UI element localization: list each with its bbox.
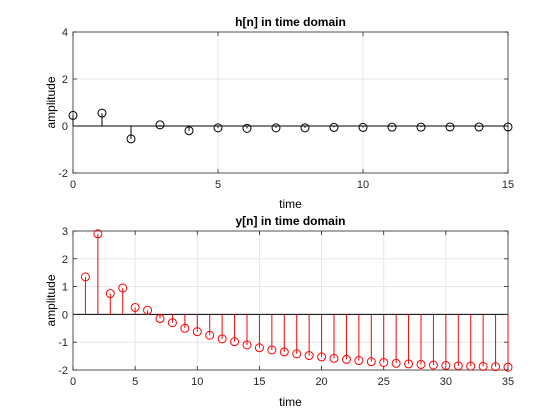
plot-h-stem-marker — [300, 123, 310, 133]
plot-y-xtick-label: 0 — [70, 376, 76, 388]
plot-y-stem: y[n] in time domain time amplitude 0 5 10 1… — [44, 214, 514, 409]
plot-y-stem-marker — [254, 343, 264, 353]
plot-h-ytick-label: 4 — [62, 27, 68, 39]
plot-y-stem-marker — [416, 359, 426, 369]
plot-y-stem-marker — [167, 318, 177, 328]
plot-h-stem-marker — [445, 122, 455, 132]
plot-y-ytick-label: -2 — [58, 365, 68, 377]
plot-y-stem-marker — [317, 352, 327, 362]
plot-h-xlabel: time — [279, 197, 302, 211]
plot-y-stem-marker — [80, 272, 90, 282]
plot-y-stem-marker — [391, 358, 401, 368]
plot-y-ytick-label: 3 — [62, 226, 68, 238]
plot-h-stem-marker — [474, 122, 484, 132]
plot-y-stem-marker — [292, 349, 302, 359]
plot-y-ytick-label: 2 — [62, 254, 68, 266]
plot-h-stem-marker — [271, 123, 281, 133]
plot-y-stem-marker — [428, 360, 438, 370]
plot-y-stem-marker — [279, 347, 289, 357]
plot-y-stem-marker — [341, 354, 351, 364]
plot-h-axes-frame — [72, 31, 509, 174]
plot-y-xtick-label: 30 — [440, 376, 452, 388]
plot-y-title: y[n] in time domain — [235, 214, 345, 228]
plot-y-ytick-label: 0 — [62, 309, 68, 321]
plot-y-stem-marker — [242, 340, 252, 350]
plot-y-ytick-label: -1 — [58, 337, 68, 349]
plot-h-stem-marker — [387, 122, 397, 132]
plot-h-stem-marker — [416, 122, 426, 132]
plot-h-title: h[n] in time domain — [235, 15, 346, 29]
plot-y-stem-marker — [130, 302, 140, 312]
plot-y-stem-marker — [379, 357, 389, 367]
plot-y-ytick-label: 1 — [62, 282, 68, 294]
plot-h-ytick-label: -2 — [58, 168, 68, 180]
plot-h-stem-marker — [126, 134, 136, 144]
plot-y-stem-marker — [93, 229, 103, 239]
plot-h-xtick-label: 0 — [70, 179, 76, 191]
plot-y-stem-marker — [180, 323, 190, 333]
plot-h-stem-marker — [242, 123, 252, 133]
plot-y-stem-marker — [441, 361, 451, 371]
plot-y-stem-marker — [230, 337, 240, 347]
plot-y-stem-marker — [404, 359, 414, 369]
plot-h-stem-marker — [358, 122, 368, 132]
plot-y-stem-marker — [478, 361, 488, 371]
plot-y-xtick-label: 35 — [502, 376, 514, 388]
plot-y-ylabel: amplitude — [44, 274, 58, 326]
plot-y-stem-marker — [105, 289, 115, 299]
plot-y-stem-marker — [304, 351, 314, 361]
plot-h-xtick-label: 15 — [502, 179, 514, 191]
plot-h-stem-marker — [68, 110, 78, 120]
plot-y-xtick-label: 20 — [315, 376, 327, 388]
plot-y-stem-marker — [205, 330, 215, 340]
plot-y-stem-marker — [466, 361, 476, 371]
plot-y-stem-marker — [155, 314, 165, 324]
plot-y-xtick-label: 25 — [378, 376, 390, 388]
plot-h-xtick-label: 5 — [215, 179, 221, 191]
plot-h-stem: h[n] in time domain time amplitude 0 5 10 1… — [44, 15, 514, 211]
plot-y-stem-marker — [491, 362, 501, 372]
plot-y-axes-frame — [72, 230, 509, 371]
plot-y-xtick-label: 5 — [132, 376, 138, 388]
plot-y-stem-marker — [192, 327, 202, 337]
plot-h-ytick-label: 0 — [62, 121, 68, 133]
plot-h-ytick-label: 2 — [62, 74, 68, 86]
plot-y-stem-marker — [329, 353, 339, 363]
plot-y-stem-marker — [354, 356, 364, 366]
plot-h-stem-marker — [213, 123, 223, 133]
plot-h-stem-marker — [97, 108, 107, 118]
plot-y-stem-marker — [143, 305, 153, 315]
plot-y-stem-marker — [453, 361, 463, 371]
plot-y-stem-marker — [267, 345, 277, 355]
plot-y-stem-marker — [503, 362, 513, 372]
plot-y-xtick-label: 15 — [253, 376, 265, 388]
plot-h-stem-marker — [503, 122, 513, 132]
plot-h-stem-marker — [184, 126, 194, 136]
plot-h-stem-marker — [155, 120, 165, 130]
plot-y-xlabel: time — [279, 395, 302, 409]
plot-y-stem-marker — [118, 283, 128, 293]
plot-h-ylabel: amplitude — [44, 76, 58, 128]
plot-y-stem-marker — [217, 334, 227, 344]
plot-y-stem-marker — [366, 357, 376, 367]
plot-h-xtick-label: 10 — [357, 179, 369, 191]
plot-y-xtick-label: 10 — [191, 376, 203, 388]
plot-h-stem-marker — [329, 122, 339, 132]
